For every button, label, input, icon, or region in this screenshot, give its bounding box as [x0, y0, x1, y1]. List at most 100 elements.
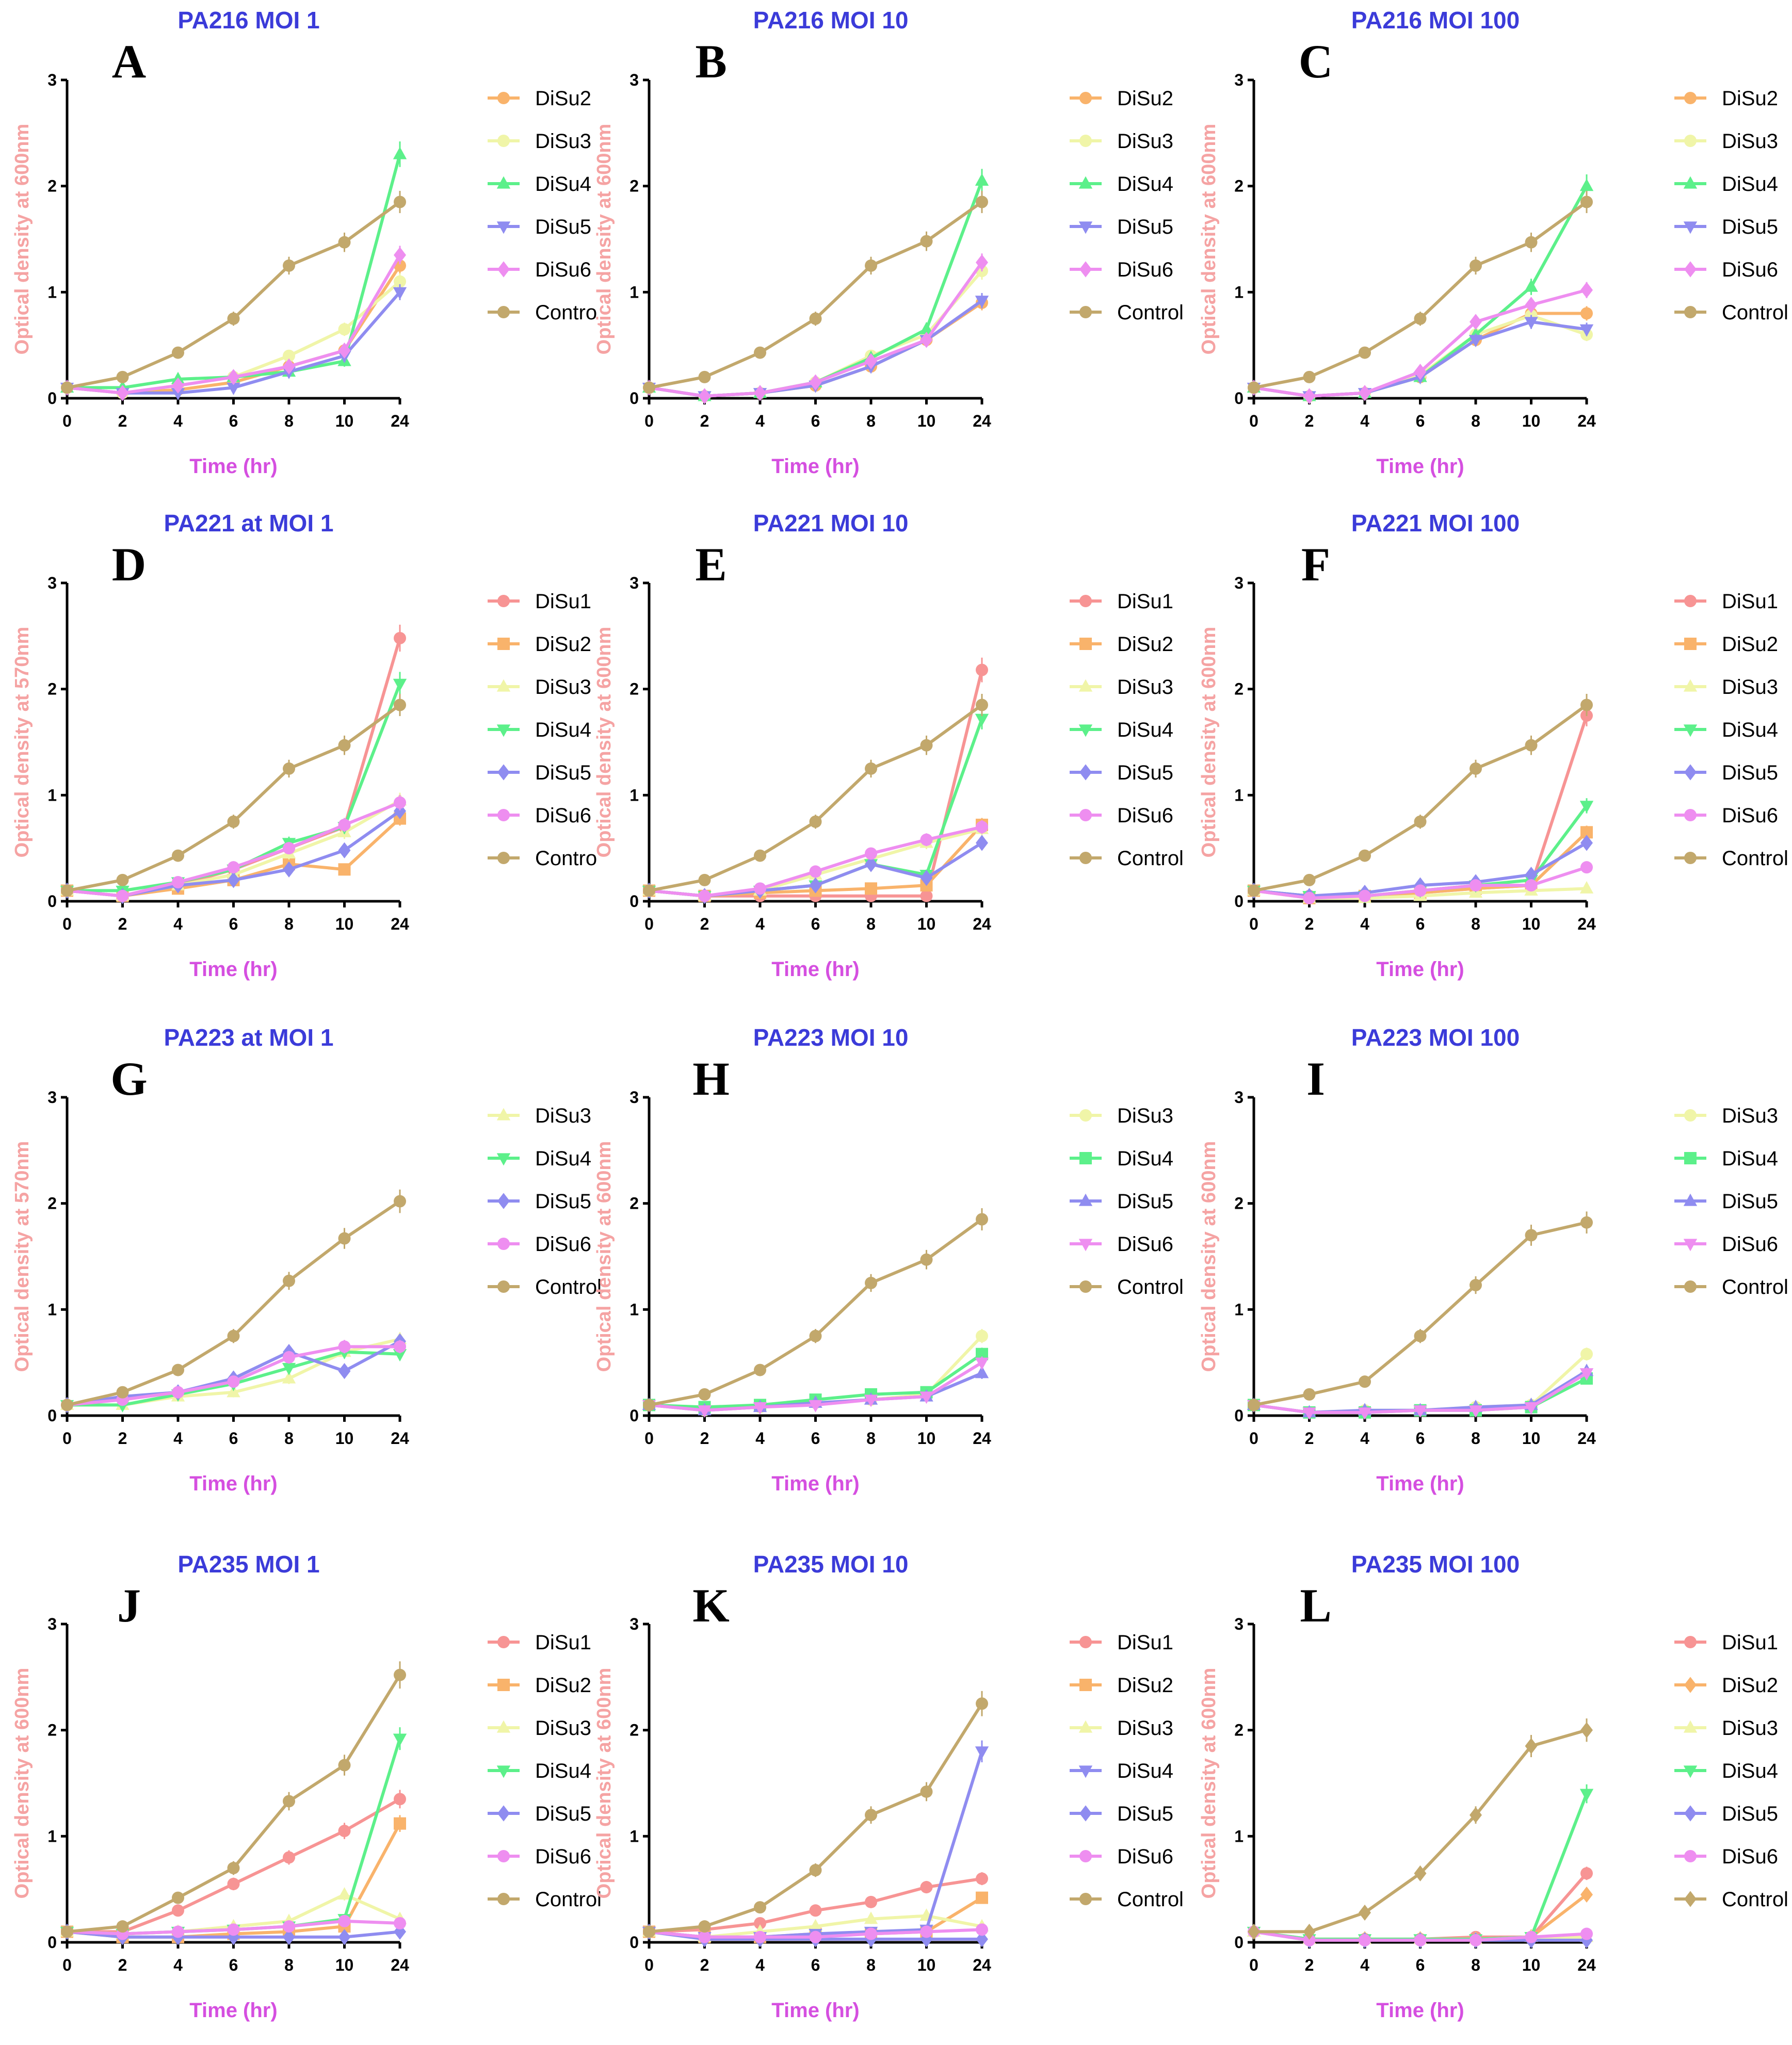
- data-point: [809, 1930, 822, 1943]
- legend-marker: [1079, 1893, 1092, 1905]
- y-axis-label: Optical density at 570nm: [11, 1141, 33, 1372]
- y-tick-label: 2: [629, 1194, 639, 1213]
- legend-entry: DiSu1: [1070, 590, 1173, 613]
- x-tick-label: 0: [62, 1956, 72, 1974]
- legend-entry: DiSu3: [1070, 1105, 1173, 1127]
- data-point: [283, 1851, 295, 1864]
- legend-entry: DiSu4: [488, 1760, 591, 1782]
- data-point: [393, 287, 407, 300]
- x-axis-label: Time (hr): [189, 1999, 277, 2022]
- legend-entry: DiSu5: [488, 1803, 591, 1825]
- x-axis-label: Time (hr): [189, 1472, 277, 1495]
- data-point: [976, 1329, 988, 1342]
- data-point: [1468, 335, 1483, 348]
- series-line: [649, 180, 983, 398]
- data-point: [1414, 815, 1427, 828]
- data-point: [976, 699, 988, 711]
- data-point: [976, 835, 988, 851]
- legend-marker: [496, 221, 511, 234]
- panel-title: PA223 MOI 10: [753, 1024, 909, 1051]
- legend-entry: DiSu6: [1674, 258, 1778, 281]
- x-tick-label: 6: [1416, 1429, 1425, 1448]
- x-tick-label: 10: [1522, 1429, 1541, 1448]
- x-tick-label: 8: [1471, 412, 1480, 430]
- data-point: [919, 1391, 933, 1404]
- data-point: [754, 849, 766, 862]
- legend-entry: DiSu3: [1070, 130, 1173, 153]
- data-point: [976, 1213, 988, 1226]
- data-point: [809, 312, 822, 325]
- x-tick-label: 4: [173, 915, 183, 933]
- data-point: [394, 803, 406, 819]
- legend-marker: [497, 1805, 510, 1822]
- legend-entry: DiSu4: [488, 173, 591, 196]
- data-point: [282, 1362, 296, 1375]
- data-point: [1525, 879, 1538, 892]
- legend-label: DiSu3: [535, 676, 591, 699]
- y-axis-label: Optical density at 600nm: [1198, 1668, 1220, 1899]
- data-point: [394, 247, 406, 263]
- legend-label: DiSu3: [1722, 676, 1778, 699]
- legend-entry: DiSu1: [1674, 1631, 1778, 1654]
- data-point: [283, 1274, 295, 1287]
- legend-marker: [1079, 135, 1092, 147]
- legend-entry: Control: [1070, 1888, 1184, 1911]
- data-point: [1470, 879, 1482, 892]
- data-point: [753, 1402, 767, 1415]
- panel-letter: L: [1300, 1579, 1331, 1632]
- y-tick-label: 3: [47, 574, 57, 592]
- legend-entry: DiSu2: [488, 87, 591, 110]
- data-point: [809, 865, 822, 878]
- data-point: [1524, 279, 1538, 292]
- data-point: [919, 321, 933, 334]
- legend-label: DiSu5: [535, 761, 591, 784]
- legend-marker: [1078, 1239, 1093, 1252]
- data-point: [227, 1375, 240, 1388]
- series-line: [1253, 320, 1587, 398]
- x-tick-label: 6: [811, 915, 820, 933]
- data-point: [920, 235, 933, 248]
- data-point: [865, 259, 877, 272]
- panel-letter: H: [692, 1052, 730, 1105]
- legend-entry: DiSu2: [488, 633, 591, 656]
- legend-label: DiSu6: [1722, 1845, 1778, 1868]
- data-point: [643, 1399, 655, 1411]
- data-point: [865, 1927, 877, 1940]
- data-point: [809, 1329, 822, 1342]
- data-point: [116, 1386, 129, 1399]
- legend-marker: [1078, 176, 1093, 189]
- panel-letter: G: [110, 1052, 148, 1105]
- data-point: [172, 1386, 184, 1399]
- data-point: [172, 346, 184, 359]
- y-tick-label: 0: [629, 1406, 639, 1425]
- x-tick-label: 4: [755, 1429, 765, 1448]
- legend-marker: [497, 1193, 510, 1209]
- data-point: [338, 236, 351, 249]
- data-point: [865, 882, 877, 895]
- legend-entry: Control: [488, 1276, 602, 1299]
- legend-entry: DiSu5: [488, 216, 591, 238]
- x-tick-label: 0: [1249, 915, 1258, 933]
- data-point: [976, 1697, 988, 1710]
- legend-label: DiSu3: [535, 1105, 591, 1127]
- x-axis-label: Time (hr): [771, 958, 859, 981]
- data-point: [227, 815, 240, 828]
- legend-label: DiSu3: [535, 1717, 591, 1740]
- legend-label: DiSu4: [1117, 1760, 1173, 1782]
- data-point: [975, 1746, 989, 1759]
- legend-label: Control: [1722, 1888, 1788, 1911]
- legend-entry: DiSu6: [1070, 804, 1173, 827]
- data-point: [394, 699, 406, 711]
- x-tick-label: 2: [118, 915, 127, 933]
- legend-label: DiSu2: [1722, 633, 1778, 656]
- x-tick-label: 0: [644, 1429, 654, 1448]
- data-point: [171, 388, 185, 401]
- legend-label: DiSu6: [1722, 1233, 1778, 1256]
- legend-marker: [1079, 852, 1092, 864]
- y-tick-label: 3: [1234, 574, 1244, 592]
- data-point: [394, 196, 406, 208]
- data-point: [975, 713, 989, 726]
